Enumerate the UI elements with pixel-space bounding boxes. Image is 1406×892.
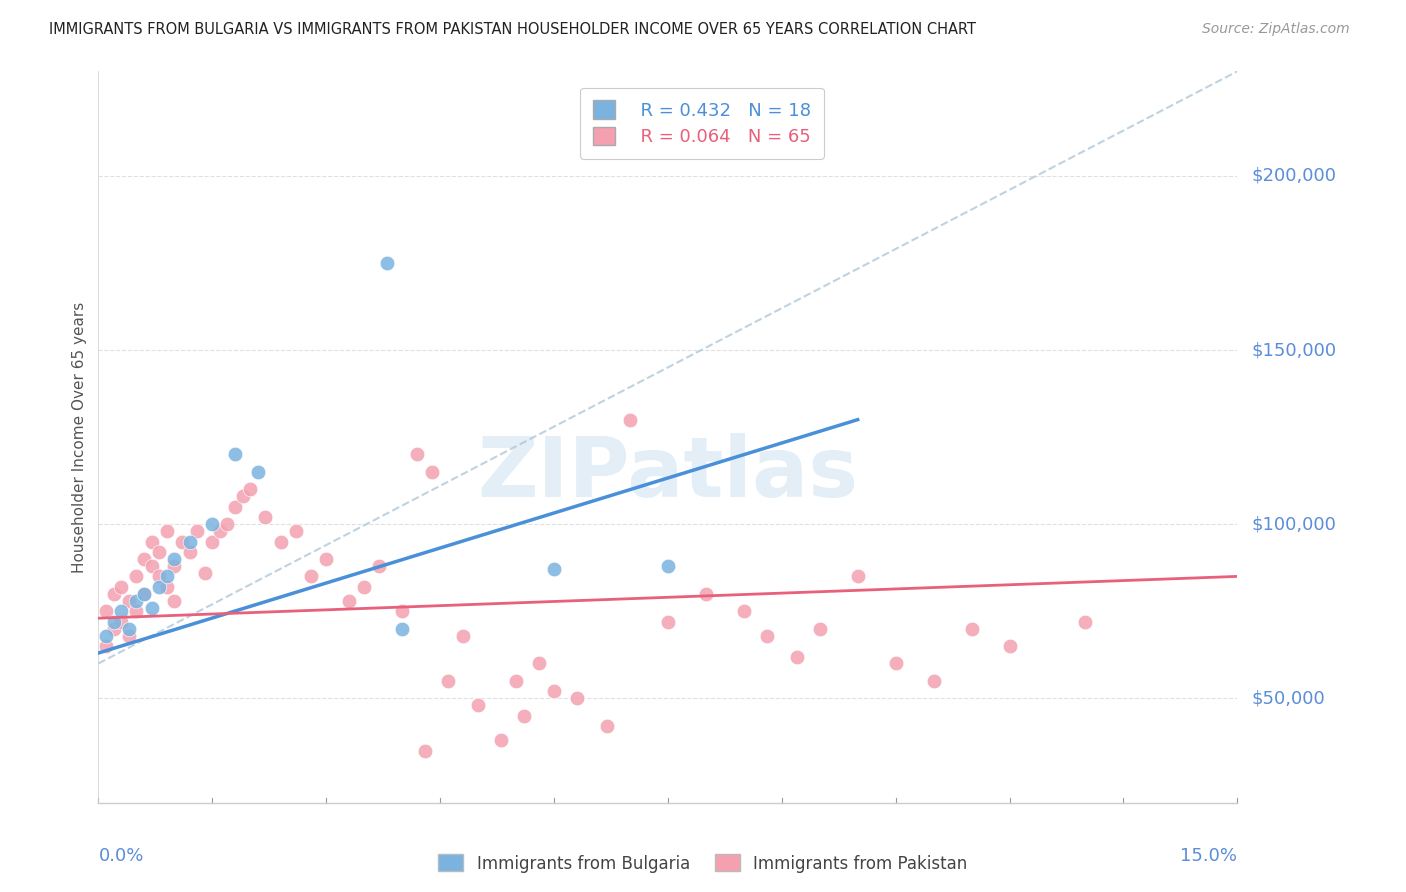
- Point: [755, 629, 778, 643]
- Point: [201, 534, 224, 549]
- Point: [565, 691, 588, 706]
- Point: [179, 545, 201, 559]
- Point: [156, 569, 179, 583]
- Text: Source: ZipAtlas.com: Source: ZipAtlas.com: [1202, 22, 1350, 37]
- Point: [436, 673, 458, 688]
- Point: [163, 558, 186, 573]
- Y-axis label: Householder Income Over 65 years: Householder Income Over 65 years: [72, 301, 87, 573]
- Point: [543, 684, 565, 698]
- Text: $100,000: $100,000: [1251, 516, 1336, 533]
- Point: [239, 483, 262, 497]
- Point: [163, 552, 186, 566]
- Point: [186, 524, 208, 538]
- Point: [246, 465, 269, 479]
- Point: [94, 639, 117, 653]
- Point: [353, 580, 375, 594]
- Point: [125, 604, 148, 618]
- Point: [94, 629, 117, 643]
- Point: [922, 673, 945, 688]
- Point: [846, 569, 869, 583]
- Point: [467, 698, 489, 713]
- Point: [391, 622, 413, 636]
- Point: [451, 629, 474, 643]
- Point: [103, 587, 125, 601]
- Point: [505, 673, 527, 688]
- Point: [94, 604, 117, 618]
- Point: [125, 594, 148, 608]
- Point: [786, 649, 808, 664]
- Point: [808, 622, 831, 636]
- Point: [337, 594, 360, 608]
- Point: [118, 622, 141, 636]
- Point: [156, 524, 179, 538]
- Point: [141, 600, 163, 615]
- Point: [103, 622, 125, 636]
- Point: [208, 524, 231, 538]
- Legend:   R = 0.432   N = 18,   R = 0.064   N = 65: R = 0.432 N = 18, R = 0.064 N = 65: [581, 87, 824, 159]
- Point: [596, 719, 619, 733]
- Point: [148, 545, 170, 559]
- Point: [118, 629, 141, 643]
- Point: [141, 558, 163, 573]
- Point: [368, 558, 391, 573]
- Point: [512, 708, 534, 723]
- Text: $200,000: $200,000: [1251, 167, 1336, 185]
- Point: [422, 465, 444, 479]
- Point: [1074, 615, 1097, 629]
- Point: [375, 256, 398, 270]
- Point: [163, 594, 186, 608]
- Point: [884, 657, 907, 671]
- Point: [132, 552, 155, 566]
- Point: [125, 569, 148, 583]
- Text: IMMIGRANTS FROM BULGARIA VS IMMIGRANTS FROM PAKISTAN HOUSEHOLDER INCOME OVER 65 : IMMIGRANTS FROM BULGARIA VS IMMIGRANTS F…: [49, 22, 976, 37]
- Text: 0.0%: 0.0%: [98, 847, 143, 864]
- Point: [132, 587, 155, 601]
- Point: [657, 615, 679, 629]
- Point: [406, 448, 429, 462]
- Point: [110, 615, 132, 629]
- Point: [148, 580, 170, 594]
- Point: [201, 517, 224, 532]
- Point: [232, 489, 254, 503]
- Point: [170, 534, 193, 549]
- Point: [110, 580, 132, 594]
- Point: [733, 604, 755, 618]
- Point: [148, 569, 170, 583]
- Text: ZIPatlas: ZIPatlas: [478, 434, 858, 514]
- Point: [270, 534, 292, 549]
- Legend: Immigrants from Bulgaria, Immigrants from Pakistan: Immigrants from Bulgaria, Immigrants fro…: [432, 847, 974, 880]
- Point: [110, 604, 132, 618]
- Point: [391, 604, 413, 618]
- Point: [489, 733, 512, 747]
- Point: [132, 587, 155, 601]
- Text: $150,000: $150,000: [1251, 341, 1336, 359]
- Point: [960, 622, 983, 636]
- Point: [619, 412, 641, 426]
- Point: [254, 510, 277, 524]
- Point: [224, 500, 246, 514]
- Point: [179, 534, 201, 549]
- Point: [284, 524, 307, 538]
- Point: [413, 743, 436, 757]
- Point: [543, 562, 565, 576]
- Point: [299, 569, 322, 583]
- Point: [527, 657, 550, 671]
- Point: [217, 517, 239, 532]
- Point: [141, 534, 163, 549]
- Point: [998, 639, 1021, 653]
- Point: [657, 558, 679, 573]
- Text: $50,000: $50,000: [1251, 690, 1324, 707]
- Text: 15.0%: 15.0%: [1180, 847, 1237, 864]
- Point: [103, 615, 125, 629]
- Point: [194, 566, 217, 580]
- Point: [156, 580, 179, 594]
- Point: [695, 587, 717, 601]
- Point: [118, 594, 141, 608]
- Point: [315, 552, 337, 566]
- Point: [224, 448, 246, 462]
